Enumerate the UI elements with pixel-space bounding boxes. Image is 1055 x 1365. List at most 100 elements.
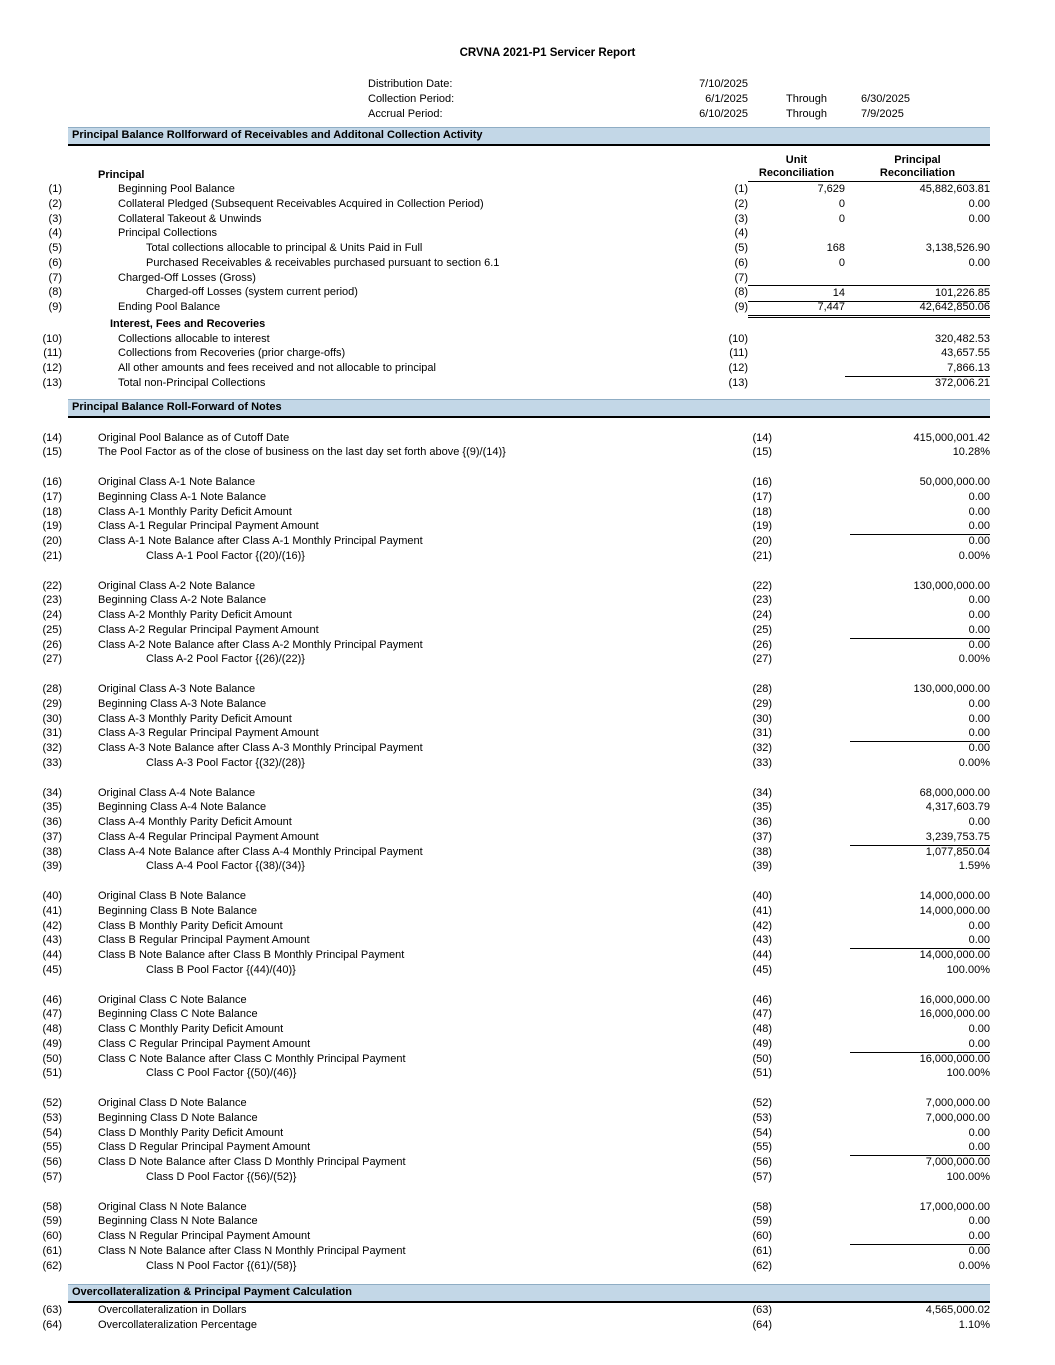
table-row: (46) Original Class C Note Balance (46) 16,… [0,993,1055,1008]
principal-reconciliation-value: 7,000,000.00 [772,1111,990,1126]
principal-reconciliation-header: Principal Reconciliation [879,154,956,179]
table-row: (50) Class C Note Balance after Class C M… [0,1052,1055,1067]
row-label: Beginning Class C Note Balance [98,1008,258,1021]
principal-reconciliation-value: 0.00% [772,756,990,771]
value-text: 0.00 [968,490,990,503]
principal-reconciliation-value: 0.00 [772,623,990,639]
principal-reconciliation-value: 101,226.85 [845,285,990,302]
principal-reconciliation-value: 0.00 [772,1229,990,1245]
row-label: Class B Monthly Parity Deficit Amount [98,919,283,932]
value-text: 0.00 [968,742,990,754]
row-number-right: (25) [752,623,772,636]
principal-reconciliation-value: 0.00 [772,933,990,949]
row-number-right: (16) [752,476,772,488]
row-number-right: (2) [734,197,748,210]
note-class-block: (46) Original Class C Note Balance (46) 16,… [0,993,1055,1082]
overcollateralization-rows: (63) Overcollateralization in Dollars (63)… [0,1303,1055,1333]
unit-reconciliation-header: Unit Reconciliation [758,154,835,179]
row-number-right: (8) [734,286,748,299]
table-row: (51) Class C Pool Factor {(50)/(46)} (51) 1… [0,1066,1055,1081]
principal-reconciliation-value [845,271,990,286]
principal-reconciliation-value: 372,006.21 [934,376,990,389]
principal-reconciliation-value: 0.00 [772,1022,990,1037]
report-title: CRVNA 2021-P1 Servicer Report [459,47,636,59]
meta-value: 7/10/2025 [699,78,748,90]
value-text: 0.00 [968,697,990,710]
row-number-left: (2) [48,197,62,210]
value-text: 415,000,001.42 [913,431,990,444]
row-label: Beginning Class D Note Balance [98,1111,258,1124]
row-number-right: (23) [752,594,772,607]
value-text: 0.00% [958,756,990,769]
table-row: (9) Ending Pool Balance (9) 7,447 42,642,850… [0,300,1055,318]
table-row: (57) Class D Pool Factor {(56)/(52)} (57) 1… [0,1170,1055,1185]
principal-reconciliation-value: 0.00 [772,638,990,653]
row-label: Class A-1 Note Balance after Class A-1 M… [98,535,423,547]
note-class-blocks: (16) Original Class A-1 Note Balance (16) 5… [0,475,1055,1273]
principal-reconciliation-value: 16,000,000.00 [772,1052,990,1067]
row-number-right: (55) [752,1141,772,1154]
table-row: (48) Class C Monthly Parity Deficit Amoun… [0,1022,1055,1037]
row-number-right: (52) [752,1097,772,1109]
meta-row-accrual-period: Accrual Period: 6/10/2025 Through 7/9/20… [368,107,1055,122]
table-row: (58) Original Class N Note Balance (58) 17,… [0,1200,1055,1215]
row-number-left: (32) [42,742,62,754]
row-number-right: (11) [729,347,748,360]
row-number-right: (33) [752,756,772,769]
row-label: Original Class A-1 Note Balance [98,476,256,488]
row-number-right: (27) [752,653,772,666]
row-number-left: (10) [42,332,62,345]
row-number-right: (19) [752,520,772,533]
unit-reconciliation-value: 7,629 [817,183,845,195]
group-label-principal: Principal [98,169,145,181]
row-number-right: (30) [752,712,772,725]
value-text: 0.00 [968,1023,990,1035]
row-label: Class A-1 Regular Principal Payment Amou… [98,520,319,533]
row-label: Original Class N Note Balance [98,1200,247,1213]
principal-reconciliation-value: 0.00 [772,712,990,727]
principal-reconciliation-value: 0.00 [772,697,990,712]
table-row: (2) Collateral Pledged (Subsequent Receiv… [0,197,1055,212]
row-number-left: (62) [42,1259,62,1272]
row-number-left: (35) [42,801,62,814]
note-class-block: (58) Original Class N Note Balance (58) 17,… [0,1200,1055,1274]
row-number-right: (26) [752,638,772,651]
principal-reconciliation-value: 100.00% [772,963,990,978]
table-row: (31) Class A-3 Regular Principal Payment … [0,726,1055,742]
row-label: Original Class A-3 Note Balance [98,683,256,695]
row-label: Original Class C Note Balance [98,993,247,1006]
row-label: Class A-3 Regular Principal Payment Amou… [98,727,319,740]
row-label: Class A-2 Pool Factor {(26)/(22)} [146,653,305,666]
table-row: (11) Collections from Recoveries (prior c… [0,346,1055,361]
row-number-left: (44) [42,949,62,961]
principal-reconciliation-value [845,226,990,241]
value-text: 100.00% [946,1067,990,1080]
principal-reconciliation-value: 7,000,000.00 [772,1096,990,1111]
row-number-right: (50) [752,1052,772,1065]
row-number-left: (47) [42,1008,62,1021]
table-row: (21) Class A-1 Pool Factor {(20)/(16)} (21… [0,549,1055,564]
table-row: (24) Class A-2 Monthly Parity Deficit Amo… [0,608,1055,623]
row-label: Overcollateralization Percentage [98,1319,257,1331]
row-number-right: (56) [752,1156,772,1168]
value-text: 0.00 [850,1140,990,1156]
subheading-row: Interest, Fees and Recoveries [0,317,1055,332]
row-label: Class A-3 Note Balance after Class A-3 M… [98,742,423,754]
row-number-left: (9) [48,301,62,313]
principal-reconciliation-value: 7,000,000.00 [772,1155,990,1170]
principal-reconciliation-value: 0.00 [772,593,990,608]
row-label: Class B Regular Principal Payment Amount [98,934,310,947]
value-text: 100.00% [946,1170,990,1183]
value-text: 0.00% [958,1259,990,1272]
row-number-left: (38) [42,845,62,858]
row-number-right: (20) [752,535,772,547]
principal-reconciliation-value: 16,000,000.00 [772,1007,990,1022]
table-row: (23) Beginning Class A-2 Note Balance (23)… [0,593,1055,608]
row-label: Beginning Class A-3 Note Balance [98,697,267,710]
note-class-block: (52) Original Class D Note Balance (52) 7,0… [0,1096,1055,1185]
row-number-right: (45) [752,963,772,976]
table-row: (4) Principal Collections (4) [0,226,1055,241]
value-text: 0.00% [958,549,990,562]
principal-reconciliation-value: 0.00 [772,1037,990,1053]
row-label: Class A-2 Regular Principal Payment Amou… [98,623,319,636]
